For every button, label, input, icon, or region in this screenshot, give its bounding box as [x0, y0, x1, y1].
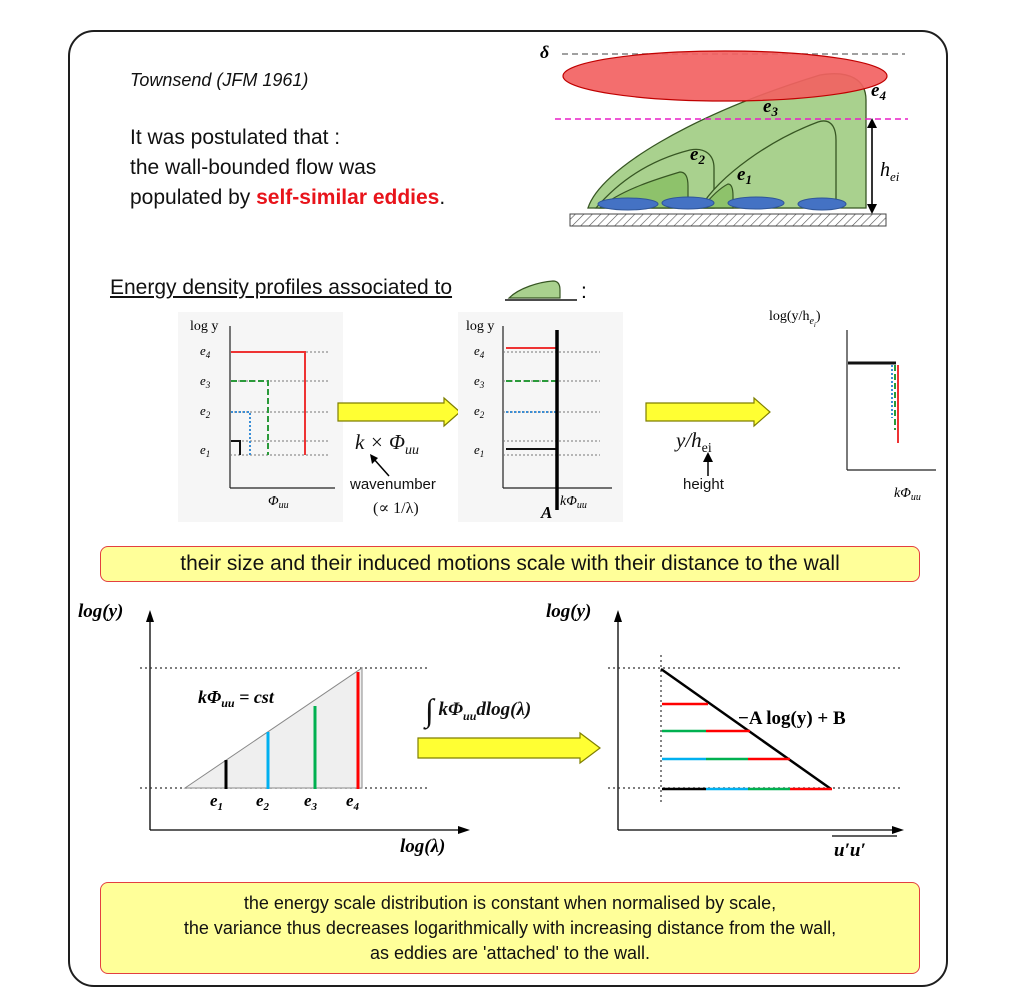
bottom-left-diagram: log(y) log(λ) kΦuu = cst e1 e2 e3 e4	[78, 601, 470, 857]
arrow2-label: y/hei	[676, 428, 712, 457]
arrow2-shape	[645, 396, 771, 428]
arrow1-label: k × Φuu	[355, 430, 419, 459]
panel1-e3-profile	[231, 380, 269, 455]
eddy-icon-inline: :	[505, 280, 587, 303]
outer-layer-ellipse	[562, 50, 888, 102]
svg-text:e2: e2	[474, 403, 485, 420]
panel1-bg	[178, 312, 343, 522]
svg-text:e4: e4	[200, 343, 211, 360]
integral-arrow	[417, 731, 601, 765]
height-arrow-bottom	[867, 204, 877, 214]
height-label: hei	[880, 159, 900, 184]
delta-label: δ	[540, 42, 549, 62]
arrow2	[645, 396, 771, 428]
panel3: log(y/hei) kΦuu	[769, 309, 936, 503]
height-arrow-top	[867, 118, 877, 128]
wall-hatched	[569, 213, 887, 227]
br-log-line	[660, 667, 832, 791]
panel2-marker-A: A	[540, 503, 552, 522]
svg-text:e3: e3	[474, 373, 485, 390]
svg-text:e1: e1	[474, 442, 484, 459]
postulate-line-1: It was postulated that :	[130, 126, 341, 149]
bl-xlabel: log(λ)	[400, 836, 445, 857]
arrow1-note-proportional: (∝ 1/λ)	[373, 500, 419, 517]
callout-scale-with-distance: their size and their induced motions sca…	[100, 546, 920, 582]
eddy-label-e1: e1	[737, 164, 752, 187]
panel1: log y e4 e3 e2 e1 Φuu	[178, 312, 343, 522]
svg-text:e3: e3	[304, 791, 318, 813]
blue-blob-1	[597, 197, 659, 211]
conclusion-line-3: as eddies are 'attached' to the wall.	[369, 943, 651, 963]
svg-text:e2: e2	[256, 791, 270, 813]
blue-blob-2	[661, 196, 715, 210]
br-xlabel: u′u′	[834, 840, 866, 861]
bl-triangle	[183, 667, 363, 789]
svg-text:e1: e1	[200, 442, 210, 459]
bl-formula: kΦuu = cst	[198, 687, 275, 710]
blue-blob-3	[727, 196, 785, 210]
eddy-label-e3: e3	[763, 96, 778, 119]
br-ylabel: log(y)	[546, 601, 591, 622]
arrow1	[337, 396, 461, 428]
arrow1-shape	[337, 396, 461, 428]
arrow2-note-pointer	[703, 452, 713, 476]
integral-arrow-shape	[417, 731, 601, 765]
svg-text:e3: e3	[200, 373, 211, 390]
integral-label: ∫ kΦuudlog(λ)	[425, 692, 532, 728]
title-colon: :	[581, 280, 587, 303]
postulate-text: It was postulated that : the wall-bounde…	[130, 123, 445, 213]
br-formula: −A log(y) + B	[738, 708, 846, 729]
svg-text:e4: e4	[474, 343, 485, 360]
arrow2-note-height: height	[683, 476, 724, 493]
panel1-xlabel: Φuu	[268, 494, 289, 511]
slide-frame	[68, 30, 948, 987]
arrow1-note-pointer	[370, 454, 390, 477]
citation: Townsend (JFM 1961)	[130, 70, 309, 90]
panel1-e1-profile	[231, 440, 241, 455]
self-similar-highlight: self-similar eddies	[256, 186, 440, 209]
eddy-sketch: δ e4 e3 e2 e1 hei	[540, 42, 908, 227]
svg-text:log y: log y	[466, 319, 494, 334]
eddy-e3	[698, 120, 837, 209]
conclusion-line-2: the variance thus decreases logarithmica…	[183, 918, 837, 938]
postulate-prefix: populated by	[130, 186, 257, 209]
postulate-line-2: the wall-bounded flow was	[130, 156, 377, 179]
panel2: log y e4 e3 e2 e1 A kΦuu	[458, 312, 623, 522]
eddy-label-e2: e2	[690, 144, 705, 167]
bl-ylabel: log(y)	[78, 601, 123, 622]
panel3-xlabel: kΦuu	[894, 486, 921, 503]
panel1-ylabel: log y	[190, 319, 218, 334]
callout-conclusion: the energy scale distribution is constan…	[100, 882, 920, 974]
energy-section-title: Energy density profiles associated to	[110, 276, 453, 299]
panel3-ylabel: log(y/hei)	[769, 309, 821, 329]
blue-blob-4	[797, 197, 847, 211]
svg-text:e2: e2	[200, 403, 211, 420]
arrow1-note-wavenumber: wavenumber	[350, 476, 436, 493]
svg-text:e4: e4	[346, 791, 360, 813]
svg-text:e1: e1	[210, 791, 223, 813]
postulate-line-3: populated by self-similar eddies.	[130, 183, 445, 213]
eddy-label-e4: e4	[871, 80, 886, 103]
conclusion-line-1: the energy scale distribution is constan…	[243, 893, 777, 913]
bottom-right-diagram: log(y) u′u′ −A log(y) + B	[546, 601, 904, 861]
postulate-suffix: .	[439, 186, 446, 209]
panel1-e4-profile	[231, 351, 306, 455]
eddy-icon-shape	[507, 280, 561, 299]
panel2-xlabel: kΦuu	[560, 494, 587, 511]
